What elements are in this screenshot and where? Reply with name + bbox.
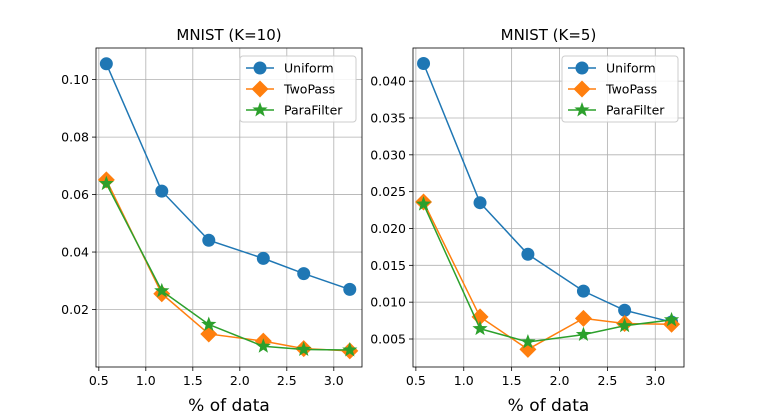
y-tick-label: 0.035 — [370, 110, 406, 125]
x-tick-label: 0.5 — [89, 373, 109, 388]
series-parafilter — [415, 196, 680, 349]
series-uniform — [99, 57, 357, 296]
y-tick-label: 0.08 — [61, 130, 89, 145]
legend-item: Uniform — [568, 61, 656, 76]
y-tick-label: 0.005 — [370, 332, 406, 347]
x-tick-label: 0.5 — [406, 373, 426, 388]
legend: Uniform TwoPass ParaFilter — [239, 55, 357, 123]
legend-label: TwoPass — [283, 82, 335, 97]
y-tick-label: 0.02 — [61, 302, 89, 317]
series-twopass — [97, 171, 359, 360]
legend-box — [239, 55, 357, 123]
y-tick-label: 0.030 — [370, 147, 406, 162]
data-point — [255, 338, 271, 353]
series-line — [105, 183, 350, 351]
data-point — [296, 341, 312, 356]
x-axis-label: % of data — [508, 396, 590, 412]
y-tick-label: 0.06 — [61, 187, 89, 202]
chart-panel-k5: 0.5 1.0 1.5 2.0 2.5 3.0 0.005 0.010 0.015 0.020 0.… — [370, 26, 685, 412]
legend-label: Uniform — [284, 61, 334, 76]
x-tick-label: 2.0 — [230, 373, 250, 388]
data-point — [472, 320, 488, 336]
data-point — [343, 282, 357, 296]
data-point — [297, 267, 311, 281]
y-tick-label: 0.025 — [370, 184, 406, 199]
data-point — [417, 56, 431, 70]
x-tick-label: 2.5 — [597, 373, 617, 388]
data-point — [519, 340, 537, 358]
y-tick-label: 0.04 — [61, 245, 89, 260]
series-layer — [97, 57, 359, 360]
x-tick-label: 1.0 — [136, 373, 156, 388]
series-line — [422, 203, 672, 343]
y-tick-label: 0.040 — [370, 74, 406, 89]
legend-item: TwoPass — [246, 80, 335, 98]
data-point — [155, 184, 169, 198]
chart-title: MNIST (K=10) — [176, 26, 281, 44]
data-point — [520, 333, 536, 349]
legend-item: ParaFilter — [246, 102, 343, 118]
data-point — [576, 284, 590, 298]
tick-marks: 0.5 1.0 1.5 2.0 2.5 3.0 0.02 0.04 0.06 0.08 0.10 — [61, 72, 344, 388]
data-point — [521, 247, 535, 261]
tick-marks: 0.5 1.0 1.5 2.0 2.5 3.0 0.005 0.010 0.015 0.020 0.… — [370, 74, 665, 388]
axes-frame — [412, 47, 685, 368]
data-point — [98, 175, 114, 191]
legend-box — [561, 55, 679, 123]
y-tick-label: 0.10 — [61, 72, 89, 87]
legend: Uniform TwoPass ParaFilter — [561, 55, 679, 123]
axes-frame — [95, 47, 363, 368]
legend-label: Uniform — [606, 61, 656, 76]
legend-marker — [253, 61, 267, 75]
data-point — [618, 303, 632, 317]
data-point — [473, 196, 487, 210]
y-tick-label: 0.015 — [370, 258, 406, 273]
x-tick-label: 3.0 — [324, 373, 344, 388]
legend-marker — [574, 102, 590, 117]
data-point — [99, 57, 113, 71]
legend-item: Uniform — [246, 61, 334, 76]
data-point — [617, 317, 633, 333]
data-point — [256, 251, 270, 265]
x-tick-label: 1.0 — [454, 373, 474, 388]
data-point — [202, 233, 216, 247]
legend-marker — [251, 80, 269, 98]
legend-label: ParaFilter — [284, 103, 343, 118]
legend-item: ParaFilter — [568, 102, 665, 118]
legend-marker — [573, 80, 591, 98]
x-tick-label: 1.5 — [183, 373, 203, 388]
x-axis-label: % of data — [188, 396, 270, 412]
data-point — [575, 326, 592, 342]
series-line — [422, 63, 672, 323]
data-point — [663, 311, 680, 327]
series-twopass — [415, 193, 681, 358]
y-tick-label: 0.010 — [370, 295, 406, 310]
data-point — [415, 196, 432, 211]
data-point — [471, 308, 489, 326]
legend-label: TwoPass — [605, 82, 657, 97]
x-tick-label: 3.0 — [645, 373, 665, 388]
chart-title: MNIST (K=5) — [501, 26, 597, 44]
data-point — [574, 309, 592, 327]
grid-lines — [413, 48, 684, 367]
series-line — [105, 63, 351, 291]
series-parafilter — [98, 175, 358, 357]
y-tick-label: 0.020 — [370, 221, 406, 236]
data-point — [342, 342, 358, 357]
legend-item: TwoPass — [568, 80, 657, 98]
legend-label: ParaFilter — [606, 103, 665, 118]
x-tick-label: 2.0 — [550, 373, 570, 388]
legend-marker — [252, 102, 268, 117]
data-point — [201, 316, 217, 331]
legend-marker — [575, 61, 589, 75]
chart-panel-k10: 0.5 1.0 1.5 2.0 2.5 3.0 0.02 0.04 0.06 0.08 0.10 M… — [61, 26, 363, 412]
x-tick-label: 2.5 — [277, 373, 297, 388]
series-line — [105, 179, 350, 352]
series-layer — [415, 56, 681, 358]
data-point — [154, 282, 170, 298]
x-tick-label: 1.5 — [502, 373, 522, 388]
series-line — [422, 201, 672, 351]
